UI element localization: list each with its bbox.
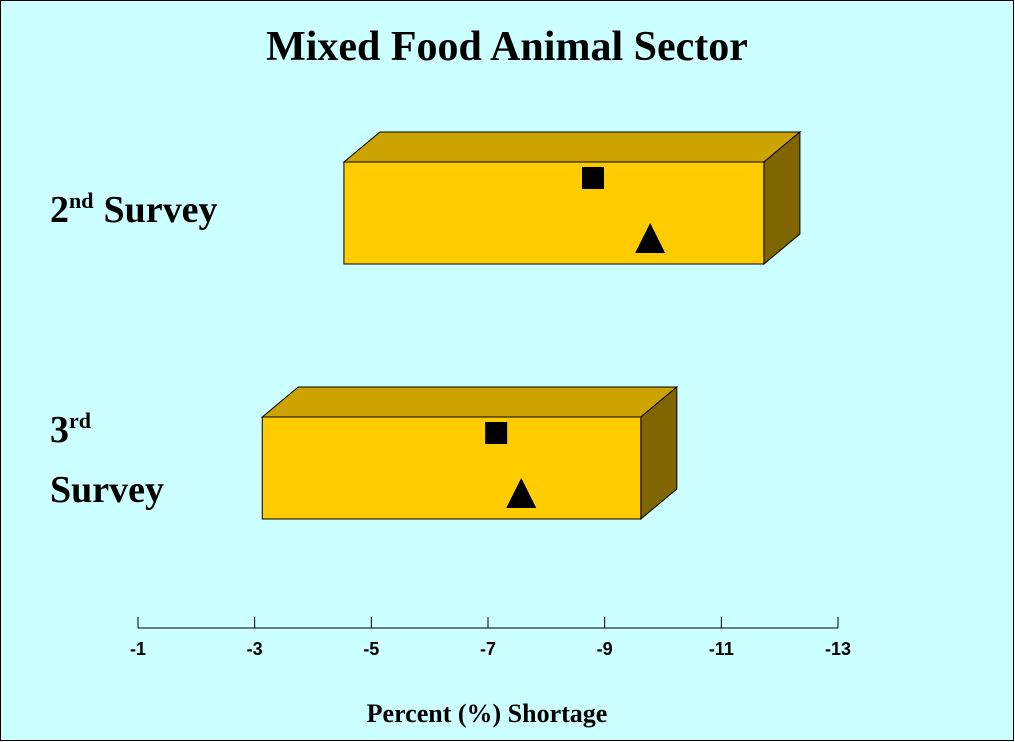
- bar-front: [343, 161, 765, 265]
- category-word: Survey: [103, 189, 217, 231]
- range-bar: [260, 385, 679, 521]
- square-marker: [582, 167, 604, 189]
- category-number: 3: [50, 409, 69, 451]
- triangle-marker: [506, 478, 537, 508]
- bar-front: [261, 416, 642, 520]
- category-suffix: rd: [69, 408, 91, 433]
- x-axis-label: Percent (%) Shortage: [367, 699, 608, 728]
- x-tick-label: -11: [709, 639, 734, 659]
- category-label: 2nd Survey: [50, 188, 217, 231]
- category-suffix: nd: [69, 188, 93, 213]
- x-tick-label: -1: [130, 639, 146, 659]
- x-tick-label: -5: [363, 639, 379, 659]
- triangle-marker: [635, 223, 666, 253]
- category-number: 2: [50, 189, 69, 231]
- bar-top: [342, 131, 802, 163]
- x-tick-label: -3: [247, 639, 263, 659]
- x-tick-label: -9: [597, 639, 613, 659]
- range-bar: [342, 130, 802, 266]
- category-word: Survey: [50, 469, 164, 511]
- category-label: 3rd Survey: [50, 408, 164, 511]
- square-marker: [485, 422, 508, 444]
- x-tick-label: -13: [825, 639, 851, 659]
- chart-title: Mixed Food Animal Sector: [266, 24, 748, 70]
- x-tick-label: -7: [480, 639, 496, 659]
- bar-top: [260, 386, 679, 418]
